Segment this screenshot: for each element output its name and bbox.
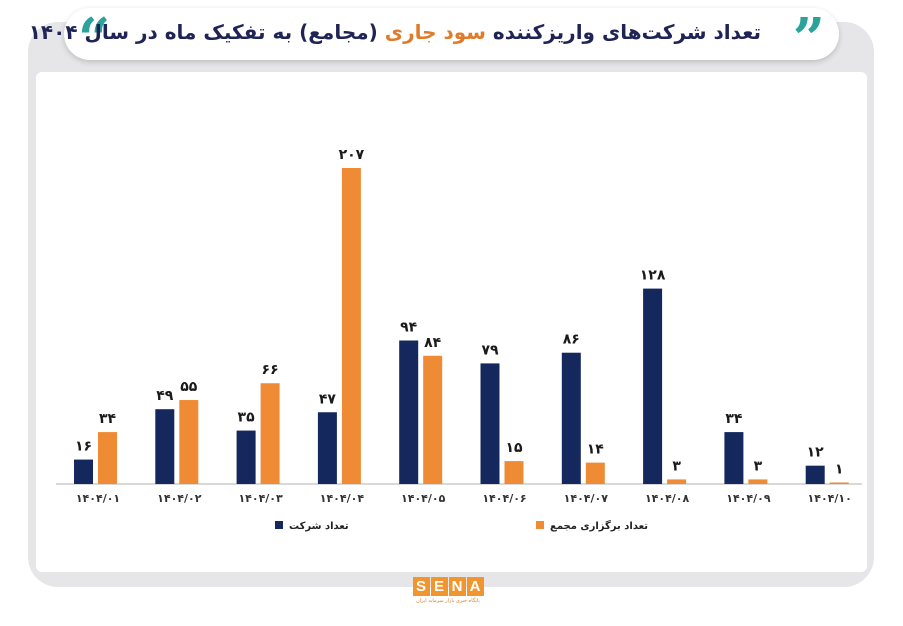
bar — [74, 459, 93, 484]
data-label: ۵۵ — [180, 379, 198, 395]
bar — [98, 432, 117, 484]
x-tick-label: ۱۴۰۴/۰۶ — [482, 492, 526, 505]
x-tick-label: ۱۴۰۴/۰۲ — [157, 492, 202, 505]
x-tick-label: ۱۴۰۴/۰۸ — [645, 492, 690, 505]
data-label: ۱۴ — [587, 442, 605, 458]
title-highlight: سود جاری — [384, 20, 486, 44]
legend-swatch — [275, 521, 283, 529]
bar — [748, 479, 768, 484]
data-label: ۸۴ — [424, 335, 442, 351]
x-tick-label: ۱۴۰۴/۰۹ — [726, 492, 771, 505]
data-label: ۸۶ — [563, 332, 580, 348]
data-label: ۴۹ — [156, 388, 174, 404]
data-label: ۱۶ — [75, 439, 92, 455]
bar — [805, 465, 825, 484]
bar — [423, 355, 443, 484]
bar — [829, 482, 849, 484]
data-label: ۶۶ — [262, 362, 279, 378]
bar — [724, 432, 744, 484]
bar — [179, 400, 199, 484]
x-tick-label: ۱۴۰۴/۰۷ — [564, 492, 609, 505]
chart-title: تعداد شرکت‌های واریزکننده سود جاری (مجام… — [29, 20, 761, 44]
bar — [504, 461, 524, 484]
data-label: ۳۴ — [99, 411, 117, 427]
sena-logo-subtitle: پایگاه خبری بازار سرمایه ایران — [416, 598, 480, 604]
data-label: ۱۲ — [807, 445, 825, 461]
legend-label: تعداد شرکت — [289, 521, 349, 532]
legend-swatch — [536, 521, 544, 529]
bar — [399, 340, 419, 484]
bar — [667, 479, 687, 484]
x-tick-label: ۱۴۰۴/۱۰ — [808, 492, 852, 505]
legend-label: تعداد برگزاری مجمع — [550, 519, 648, 532]
x-tick-label: ۱۴۰۴/۰۴ — [320, 492, 365, 505]
data-label: ۳ — [672, 458, 681, 474]
bar — [585, 462, 605, 484]
data-label: ۳۴ — [725, 411, 743, 427]
data-label: ۲۰۷ — [339, 147, 365, 163]
title-part-2: (مجامع) به تفکیک ماه در سال ۱۴۰۴ — [28, 20, 378, 44]
x-tick-label: ۱۴۰۴/۰۵ — [401, 492, 446, 505]
title-part-1: تعداد شرکت‌های واریزکننده — [492, 20, 761, 44]
bar — [260, 383, 280, 484]
logo-letter: S — [412, 577, 430, 596]
title-banner: “ تعداد شرکت‌های واریزکننده سود جاری (مج… — [29, 8, 839, 67]
bar — [561, 352, 581, 484]
bar — [236, 430, 256, 484]
data-label: ۹۴ — [400, 320, 418, 336]
data-label: ۱۲۸ — [640, 268, 666, 284]
bar — [155, 409, 175, 484]
close-quote-icon: ” — [792, 6, 825, 72]
x-tick-label: ۱۴۰۴/۰۱ — [76, 492, 120, 505]
data-label: ۳۵ — [238, 410, 256, 426]
x-tick-label: ۱۴۰۴/۰۳ — [238, 492, 283, 505]
logo-letter: A — [466, 577, 484, 596]
data-label: ۱ — [835, 461, 844, 477]
bar — [480, 363, 500, 484]
logo-letter: E — [430, 577, 448, 596]
logo-letter: N — [448, 577, 466, 596]
bar — [643, 288, 663, 484]
bar — [341, 168, 361, 484]
data-label: ۳ — [754, 458, 763, 474]
data-label: ۱۵ — [505, 440, 523, 456]
data-label: ۷۹ — [481, 342, 499, 358]
chart-panel — [36, 72, 867, 572]
open-quote-icon: “ — [78, 6, 111, 72]
data-label: ۴۷ — [319, 391, 337, 407]
bar — [317, 412, 337, 484]
